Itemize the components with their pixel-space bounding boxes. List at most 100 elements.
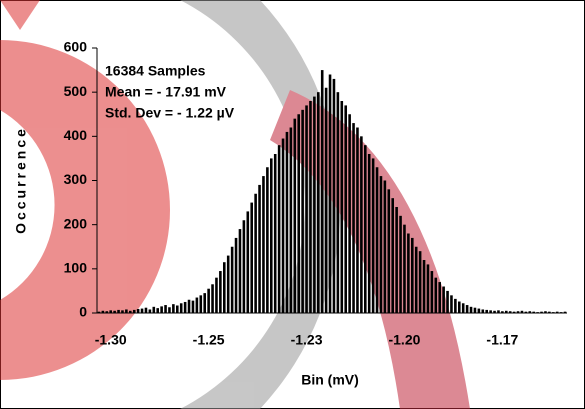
y-tick-label: 200 <box>64 215 88 231</box>
bar <box>148 309 152 313</box>
bar <box>379 176 383 313</box>
y-tick-label: 500 <box>64 83 88 99</box>
bar <box>219 271 222 313</box>
bar <box>187 299 191 313</box>
bar <box>179 303 183 313</box>
bar <box>266 167 269 313</box>
bar <box>234 237 238 313</box>
bar <box>446 290 449 313</box>
bar <box>211 284 214 313</box>
x-axis-title: Bin (mV) <box>301 372 359 388</box>
bar <box>524 311 528 313</box>
bar <box>497 310 500 313</box>
bar <box>403 224 406 313</box>
bar <box>469 306 473 313</box>
bar <box>140 308 144 313</box>
bar <box>418 251 422 313</box>
bar <box>262 176 265 313</box>
annotation: Mean = - 17.91 mV <box>105 84 227 100</box>
bar <box>387 189 391 313</box>
bar <box>246 211 250 313</box>
bar <box>360 136 363 313</box>
bar <box>477 308 481 313</box>
y-tick-label: 600 <box>64 39 88 55</box>
bar <box>512 311 516 313</box>
bar <box>520 310 524 313</box>
bar <box>293 118 297 314</box>
bar <box>348 114 351 313</box>
bar <box>199 295 203 313</box>
bar <box>450 295 453 313</box>
bar <box>442 286 445 313</box>
y-tick-label: 400 <box>64 127 88 143</box>
bar <box>410 237 414 313</box>
y-axis-title: Occurrence <box>13 126 29 234</box>
bar <box>254 193 257 313</box>
bar <box>281 138 285 313</box>
bar <box>113 310 116 313</box>
bar <box>230 246 234 313</box>
bar <box>128 310 132 313</box>
bar <box>105 311 109 313</box>
bar <box>168 307 171 313</box>
bar <box>313 96 316 313</box>
bar <box>485 309 489 313</box>
bar <box>367 154 371 313</box>
bar <box>324 87 328 313</box>
bar <box>528 311 532 313</box>
bar <box>536 312 539 313</box>
y-tick-label: 100 <box>64 260 88 276</box>
bar <box>414 246 418 313</box>
bar <box>238 229 242 313</box>
bar <box>183 301 187 313</box>
bar <box>195 297 199 313</box>
bar <box>226 255 230 313</box>
bar <box>316 92 320 314</box>
bar <box>383 180 387 313</box>
bar <box>160 306 163 313</box>
bar <box>132 309 136 313</box>
bar <box>328 74 332 313</box>
bar <box>269 158 273 313</box>
bar <box>422 260 426 313</box>
bar <box>222 262 226 313</box>
bar <box>407 233 410 313</box>
bar <box>344 105 348 314</box>
bar <box>563 311 567 313</box>
bar <box>465 305 469 313</box>
bar <box>508 311 512 313</box>
bar <box>489 310 492 313</box>
bar <box>301 109 304 313</box>
bar <box>109 310 113 313</box>
y-tick-label: 0 <box>79 304 87 320</box>
bar <box>289 127 293 313</box>
bar <box>242 220 246 313</box>
bar <box>481 309 485 313</box>
annotation: 16384 Samples <box>105 63 206 79</box>
bar <box>297 114 301 313</box>
bar <box>516 311 520 313</box>
bar <box>309 101 312 313</box>
x-tick-label: -1.17 <box>486 332 518 348</box>
bar <box>277 145 281 313</box>
bar <box>356 127 359 313</box>
bar <box>215 277 218 313</box>
bar <box>352 123 355 313</box>
bar <box>363 145 367 313</box>
bar <box>172 304 175 313</box>
bar <box>191 300 195 313</box>
bar <box>285 131 289 313</box>
bar <box>305 105 308 314</box>
bar <box>438 282 442 313</box>
bar <box>136 309 140 313</box>
bar <box>320 70 324 313</box>
bar <box>273 154 277 313</box>
bar <box>332 78 336 314</box>
bar <box>430 271 434 313</box>
bar <box>395 207 398 313</box>
annotation: Std. Dev = - 1.22 µV <box>105 105 235 121</box>
y-tick-label: 300 <box>64 171 88 187</box>
bar <box>555 311 559 313</box>
bar <box>340 101 344 313</box>
